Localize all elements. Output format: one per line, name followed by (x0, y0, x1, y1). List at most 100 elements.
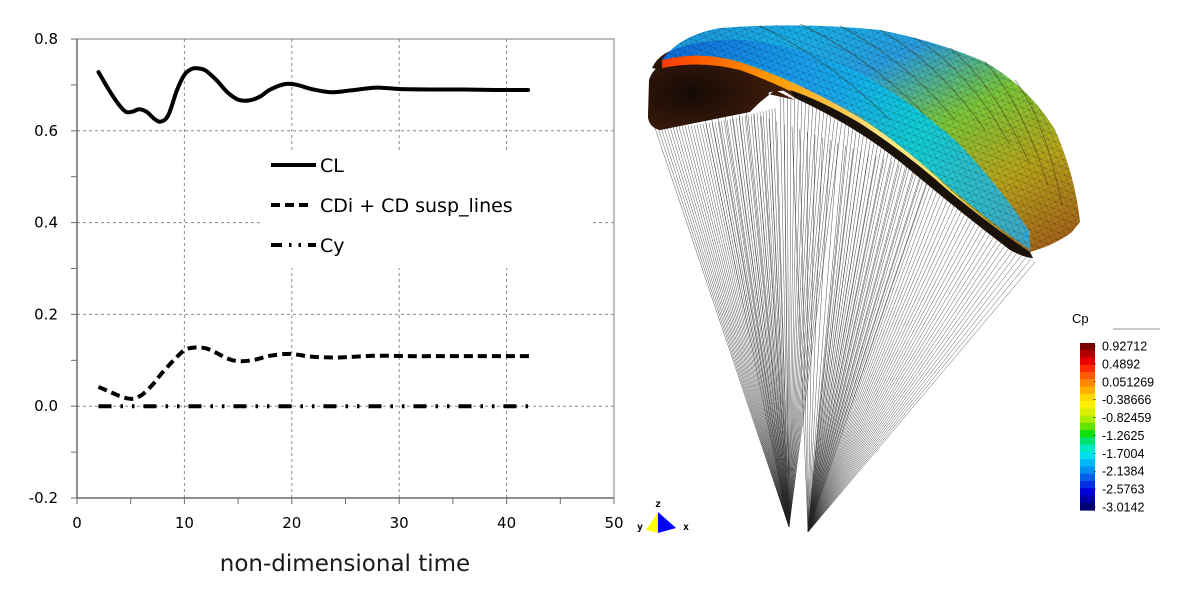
colorbar-swatches (1080, 343, 1095, 511)
suspension-line (807, 130, 861, 533)
colorbar-swatch (1080, 364, 1095, 373)
suspension-line (807, 134, 868, 533)
triad-y-face (646, 512, 658, 533)
suspension-line (807, 182, 941, 533)
suspension-line (714, 121, 790, 528)
suspension-line (807, 169, 915, 533)
suspension-line (807, 187, 948, 533)
suspension-line (807, 147, 890, 533)
suspension-line (807, 245, 1017, 533)
suspension-line (807, 137, 823, 533)
suspension-line (702, 123, 790, 528)
suspension-line (657, 127, 790, 528)
suspension-line (788, 99, 799, 528)
suspension-line (807, 152, 897, 533)
series-line-cl (96, 66, 531, 124)
suspension-line (807, 164, 916, 533)
suspension-line (807, 166, 908, 533)
suspension-line (791, 126, 809, 533)
suspension-line (690, 125, 790, 528)
suspension-line (761, 116, 790, 528)
suspension-line (807, 171, 926, 533)
suspension-line (807, 241, 1014, 533)
suspension-line (708, 122, 790, 528)
suspension-line (788, 114, 832, 528)
suspension-line (807, 261, 1036, 533)
suspension-line (756, 112, 790, 528)
y-tick-label: 0.0 (34, 397, 58, 415)
series-line-cdi-cd-susp-lines (97, 345, 531, 401)
suspension-line (807, 138, 875, 533)
suspension-line (807, 199, 963, 533)
colorbar-tick-label: -1.7004 (1102, 447, 1144, 461)
suspension-line (666, 127, 790, 528)
colorbar-swatch (1080, 466, 1095, 475)
suspension-line (669, 126, 790, 528)
suspension-line (730, 105, 790, 528)
suspension-line (720, 120, 790, 528)
colorbar-swatch (1080, 401, 1095, 409)
colorbar-tick-label: -3.0142 (1102, 501, 1144, 515)
colorbar-labels: 0.92712 0.4892 0.051269 -0.38666 -0.82459 -1.… (1093, 340, 1154, 515)
suspension-line (807, 159, 908, 533)
colorbar-swatch (1080, 459, 1095, 468)
line-chart: -0.2 0.0 0.2 0.4 0.6 0.8 0 10 20 30 40 50 CL CDi +… (29, 30, 624, 577)
colorbar: Cp 0.92712 0.4892 0.051269 -0.38666 -0.82459… (1072, 311, 1160, 515)
axis-triad: z y x (637, 499, 689, 533)
suspension-line (807, 232, 1003, 533)
suspension-line (807, 174, 931, 533)
suspension-line (765, 110, 790, 528)
suspension-line (707, 97, 790, 528)
legend-background (262, 150, 592, 268)
suspension-line (807, 207, 974, 533)
canopy-trailing-edge (790, 90, 1033, 258)
suspension-line (807, 124, 850, 533)
legend: CL CDi + CD susp_lines Cy (262, 150, 592, 268)
suspension-line (684, 125, 790, 528)
triad-x-face (658, 512, 676, 533)
suspension-line (788, 107, 817, 528)
suspension-line (675, 126, 790, 528)
y-tick-label: 0.4 (34, 214, 58, 232)
suspension-line (654, 127, 790, 528)
suspension-line (807, 177, 934, 533)
colorbar-title: Cp (1072, 311, 1089, 326)
colorbar-swatch (1080, 386, 1095, 395)
axes (71, 38, 615, 504)
suspension-line (693, 124, 790, 528)
suspension-line (738, 108, 790, 528)
suspension-line (747, 115, 790, 528)
suspension-line (788, 118, 839, 528)
x-tick-label: 20 (282, 514, 301, 532)
legend-item-cl: CL (271, 155, 344, 177)
suspension-line (807, 248, 1021, 533)
suspension-line (776, 121, 790, 528)
suspension-line (807, 172, 923, 533)
colorbar-swatch (1080, 451, 1095, 460)
suspension-line (807, 150, 862, 533)
suspension-line (807, 145, 846, 533)
suspension-line (807, 156, 877, 533)
x-tick-label: 0 (72, 514, 82, 532)
suspension-line (799, 129, 809, 533)
colorbar-swatch (1080, 350, 1095, 359)
suspension-line (807, 204, 970, 533)
suspension-line (807, 193, 956, 533)
suspension-line (660, 127, 790, 528)
colorbar-tick-label: 0.4892 (1102, 357, 1140, 371)
suspension-line (807, 166, 919, 533)
colorbar-swatch (1080, 422, 1095, 431)
y-tick-label: 0.8 (34, 30, 58, 48)
suspension-line (762, 111, 790, 528)
suspension-line (807, 161, 892, 533)
colorbar-tick-label: -0.38666 (1102, 393, 1151, 407)
suspension-line (807, 142, 839, 533)
triad-label-y: y (637, 522, 643, 533)
suspension-line (735, 117, 790, 528)
suspension-line (807, 196, 959, 533)
colorbar-swatch (1080, 357, 1095, 366)
suspension-line (779, 91, 790, 528)
suspension-line (807, 210, 977, 533)
suspension-line (807, 213, 981, 533)
colorbar-swatch (1080, 473, 1095, 482)
